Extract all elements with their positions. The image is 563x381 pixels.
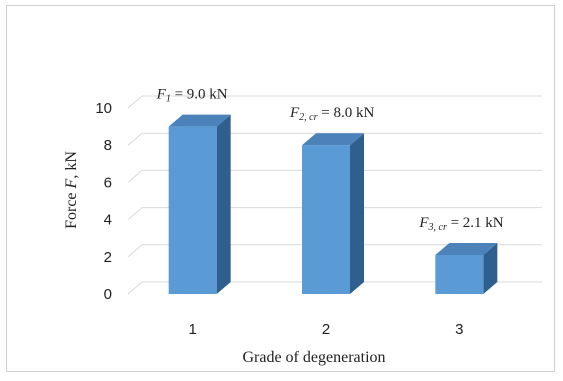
bar-top-face <box>302 133 364 146</box>
data-label-variable: F <box>418 215 429 231</box>
data-label-value: = 2.1 kN <box>447 215 504 231</box>
data-label-value: = 8.0 kN <box>318 105 375 121</box>
y-tick-label: 6 <box>104 174 112 191</box>
x-tick-label: 1 <box>188 321 196 338</box>
data-label-variable: F <box>156 87 167 103</box>
grid-line <box>127 207 542 220</box>
x-tick-label: 2 <box>322 321 330 338</box>
bar-side-face <box>350 133 364 294</box>
y-axis-title-prefix: Force <box>63 188 80 228</box>
y-tick-label: 2 <box>104 249 112 266</box>
grid-line <box>127 169 542 183</box>
grid-lines <box>127 95 542 295</box>
x-axis-title: Grade of degeneration <box>242 349 385 366</box>
y-tick-label: 4 <box>104 212 112 229</box>
bar-side-face <box>216 114 231 294</box>
bar-top-face <box>168 114 231 127</box>
y-axis-title-variable: F <box>63 178 80 189</box>
bars <box>168 114 498 294</box>
x-tick-label: 3 <box>455 321 463 338</box>
bar-front-face <box>435 254 484 294</box>
bar-side-face <box>483 242 498 294</box>
data-label-value: = 9.0 kN <box>171 87 228 103</box>
y-tick-label: 8 <box>104 137 112 154</box>
data-label: F1 = 9.0 kN <box>156 87 228 105</box>
bar <box>435 242 498 294</box>
y-axis-tick-labels: 0 2 4 6 8 10 <box>95 100 112 303</box>
bar <box>302 133 364 294</box>
grid-line <box>127 132 542 146</box>
y-axis-title: Force F, kN <box>63 151 80 229</box>
x-axis-tick-labels: 1 2 3 <box>188 321 463 338</box>
bar-front-face <box>168 126 217 294</box>
chart-frame <box>6 5 555 372</box>
data-label-subscript: 3, cr <box>428 222 447 233</box>
data-label-subscript: 2, cr <box>299 112 317 123</box>
bar-top-face <box>435 242 498 255</box>
y-tick-label: 0 <box>104 286 112 303</box>
data-label-variable: F <box>289 105 300 121</box>
grid-line <box>127 281 542 295</box>
bar <box>168 114 231 294</box>
grid-line <box>127 244 542 258</box>
grid-line <box>127 95 542 109</box>
data-label: F2, cr = 8.0 kN <box>289 105 374 123</box>
y-axis-title-suffix: , kN <box>63 151 80 179</box>
bar-front-face <box>302 145 350 294</box>
data-label: F3, cr = 2.1 kN <box>418 215 503 233</box>
data-label-subscript: 1 <box>166 94 171 105</box>
y-tick-label: 10 <box>95 100 112 117</box>
